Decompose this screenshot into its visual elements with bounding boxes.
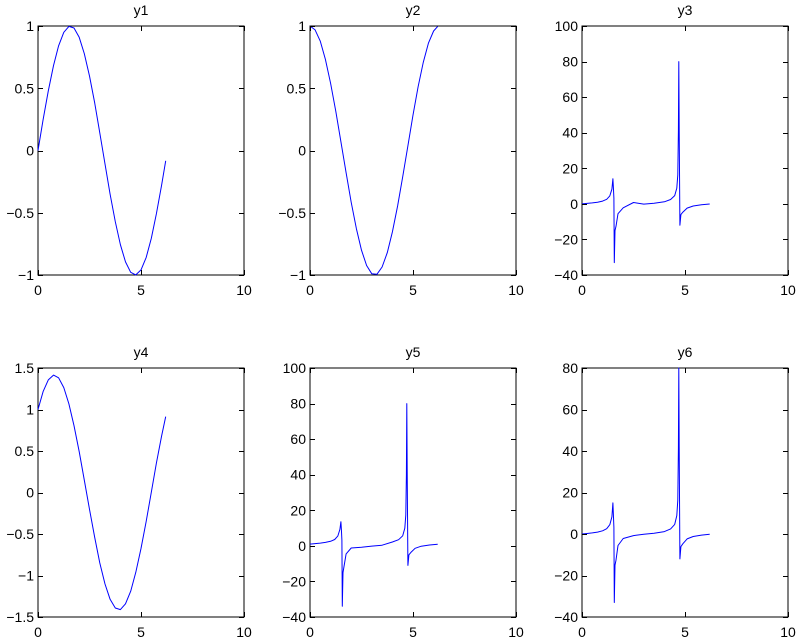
x-tick-label: 0 [306,624,314,638]
axes-frame [309,25,517,276]
y-tick-label: 60 [562,402,578,418]
y-tick-label: −0.5 [278,205,306,221]
y-tick-label: 0 [298,143,306,159]
y-tick-label: −20 [554,231,578,247]
x-tick-label: 10 [508,624,524,638]
y-tick-label: −20 [282,573,306,589]
y-tick-label: 40 [562,443,578,459]
y-tick-label: −40 [554,609,578,625]
subplot-2: 0 5 10 −1 −0.5 0 0.5 1 y2 [278,2,524,298]
series-line [581,61,710,264]
subplot-4: 0 5 10 −1.5 −1 −0.5 0 0.5 1 1.5 y4 [6,344,252,638]
axes-frame [37,367,245,618]
series-line [37,374,167,611]
y-tick-label: 80 [562,360,578,376]
y-tick-label: −40 [282,609,306,625]
y-tick-label: −40 [554,267,578,283]
chart-title: y5 [406,344,421,360]
chart-title: y3 [678,2,693,18]
y-tick-label: −0.5 [6,526,34,542]
y-tick-label: 20 [290,502,306,518]
x-tick-label: 0 [578,624,586,638]
y-tick-label: 60 [562,89,578,105]
y-tick-label: 0 [26,143,34,159]
subplot-6: 0 5 10 −40 −20 0 20 40 60 80 y6 [554,344,796,638]
x-tick-label: 0 [306,282,314,298]
y-tick-label: 0 [298,538,306,554]
y-tick-label: 1 [298,18,306,34]
x-tick-label: 5 [681,624,689,638]
y-tick-label: 20 [562,160,578,176]
y-tick-label: 0 [570,196,578,212]
y-tick-label: 80 [290,396,306,412]
x-tick-label: 0 [34,624,42,638]
axes-frame [581,367,789,618]
series-line [581,367,710,603]
x-tick-label: 10 [780,282,796,298]
y-tick-label: 40 [562,125,578,141]
y-tick-label: −0.5 [6,205,34,221]
y-tick-label: 0 [26,485,34,501]
y-tick-label: 1 [26,18,34,34]
x-tick-label: 5 [681,282,689,298]
x-tick-label: 5 [409,624,417,638]
series-line [309,25,439,275]
x-tick-label: 10 [780,624,796,638]
y-tick-label: 20 [562,485,578,501]
chart-title: y1 [134,2,149,18]
subplot-1: 0 5 10 −1 −0.5 0 0.5 1 y1 [6,2,252,298]
y-tick-label: 0.5 [15,80,35,96]
subplot-5: 0 5 10 −40 −20 0 20 40 60 80 100 y5 [282,344,524,638]
y-tick-label: 100 [555,18,579,34]
y-tick-label: −1 [290,267,306,283]
x-tick-label: 5 [137,282,145,298]
series-line [37,25,167,276]
y-tick-label: −1 [18,267,34,283]
x-tick-label: 5 [137,624,145,638]
x-tick-label: 0 [578,282,586,298]
y-tick-label: −20 [554,568,578,584]
y-tick-label: 80 [562,54,578,70]
y-tick-label: 0 [570,526,578,542]
y-tick-label: 0.5 [287,80,307,96]
x-tick-label: 5 [409,282,417,298]
y-tick-label: 0.5 [15,443,35,459]
axes-frame [581,25,789,276]
y-tick-label: 60 [290,431,306,447]
axes-frame [37,25,245,276]
x-tick-label: 0 [34,282,42,298]
y-tick-label: −1 [18,568,34,584]
chart-title: y6 [678,344,693,360]
x-tick-label: 10 [236,624,252,638]
axes-frame [309,367,517,618]
chart-title: y2 [406,2,421,18]
x-tick-label: 10 [508,282,524,298]
subplot-3: 0 5 10 −40 −20 0 20 40 60 80 100 y3 [554,2,796,298]
x-tick-label: 10 [236,282,252,298]
y-tick-label: 1.5 [15,360,35,376]
y-tick-label: 1 [26,402,34,418]
series-line [309,403,438,607]
y-tick-label: 40 [290,467,306,483]
chart-title: y4 [134,344,149,360]
y-tick-label: −1.5 [6,609,34,625]
y-tick-label: 100 [283,360,307,376]
